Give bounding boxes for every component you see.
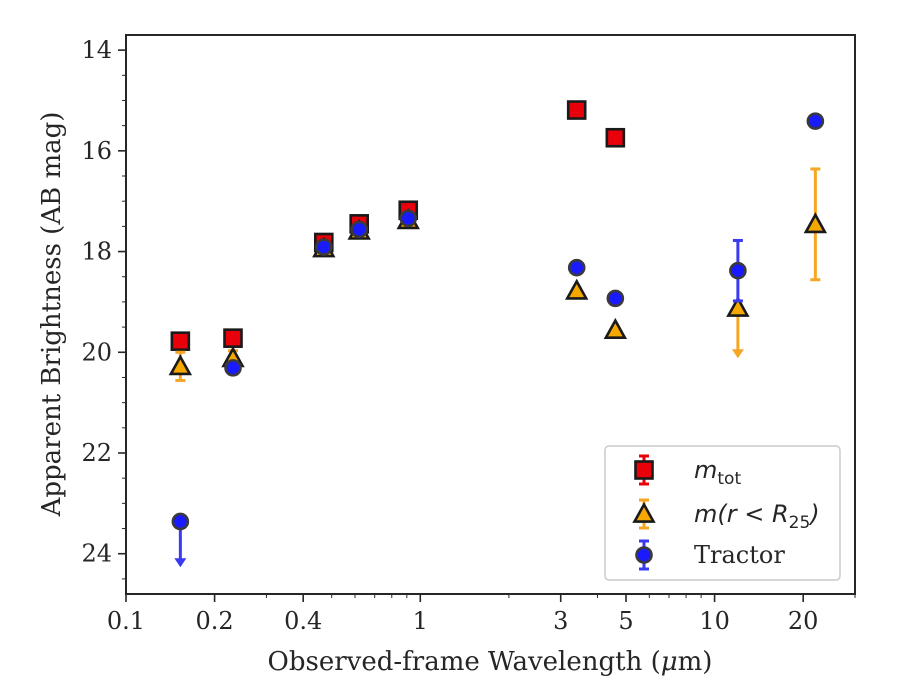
tractor-point [224,359,242,377]
x-axis-title-main: Observed-frame Wavelength ( [268,647,661,677]
mtot-point [170,331,191,351]
x-tick-label: 5 [618,607,633,635]
mr25-point [803,212,828,234]
series-tractor [171,112,825,568]
mr25-point [603,317,628,340]
legend-label-subscript: tot [717,469,741,489]
x-axis-title: Observed-frame Wavelength (μm) [268,647,713,677]
tractor-point [171,512,190,531]
legend-label-mtot: mtot [694,456,741,489]
legend-label-subscript: 25 [789,513,811,533]
tractor-point [350,220,368,239]
tractor-point [567,258,586,277]
tractor-point [806,112,825,130]
y-tick-label: 18 [81,238,112,266]
mtot-point [605,127,626,148]
legend-box [604,445,841,581]
tractor-point [729,261,747,280]
axes-layer: 14 16 18 20 22 24 0.1 0.2 0.4 1 3 5 10 20 [81,34,856,635]
x-axis-title-mu: μ [661,647,678,677]
x-tick-label: 1 [413,607,428,635]
legend-label-close: ) [808,500,819,528]
x-tick-label: 0.2 [196,607,234,635]
series-mtot [170,100,626,351]
x-axis-title-unit: m) [678,647,713,677]
plot-frame [125,34,856,595]
x-tick-label: 10 [699,607,730,635]
legend-label-base: m [694,456,717,484]
y-tick-label: 20 [81,338,112,366]
legend-marker-tractor [635,546,653,564]
x-tick-label: 0.1 [107,607,145,635]
y-tick-label: 24 [81,540,112,568]
legend: mtot m(r < R25) Tractor [604,445,841,581]
series-mr25 [168,167,828,382]
mr25-upper-limit-arrow-head [731,349,744,359]
data-layer [168,100,828,568]
tractor-point [606,289,625,308]
legend-label-tractor: Tractor [694,541,785,569]
mr25-point [564,278,589,300]
mtot-point [223,328,243,348]
y-tick-label: 22 [81,439,112,467]
mtot-point [566,100,587,120]
y-tick-label: 14 [81,36,112,64]
legend-marker-mtot [634,460,654,480]
y-axis-title: Apparent Brightness (AB mag) [37,112,67,518]
tractor-point [314,238,333,256]
legend-label-base: m(r < R [694,500,789,528]
x-tick-label: 20 [788,607,819,635]
x-tick-label: 0.4 [284,607,322,635]
tractor-point [399,209,418,228]
tractor-upper-limit-arrow-head [174,558,187,568]
mr25-point [726,295,750,317]
x-tick-label: 3 [553,607,568,635]
mr25-point [168,354,193,376]
legend-marker-mr25 [632,501,656,523]
legend-label-mr25: m(r < R25) [694,500,820,533]
y-tick-label: 16 [81,137,112,165]
